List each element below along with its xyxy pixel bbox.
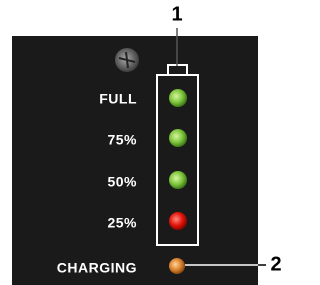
status-label: CHARGING xyxy=(57,260,137,276)
level-label: 75% xyxy=(107,132,137,148)
led-charging xyxy=(169,258,185,274)
level-label: 25% xyxy=(107,215,137,231)
device-figure: FULL 75% 50% 25% CHARGING 1 2 xyxy=(0,0,284,285)
callout-number: 2 xyxy=(270,253,281,275)
callout-number: 1 xyxy=(171,3,182,25)
panel xyxy=(12,36,258,285)
page: FULL 75% 50% 25% CHARGING 1 2 (() => { c… xyxy=(0,0,320,285)
led-75 xyxy=(169,129,187,147)
led-50 xyxy=(169,171,187,189)
led-25 xyxy=(169,212,187,230)
level-label: FULL xyxy=(99,91,137,107)
level-label: 50% xyxy=(107,174,137,190)
led-full xyxy=(169,89,187,107)
